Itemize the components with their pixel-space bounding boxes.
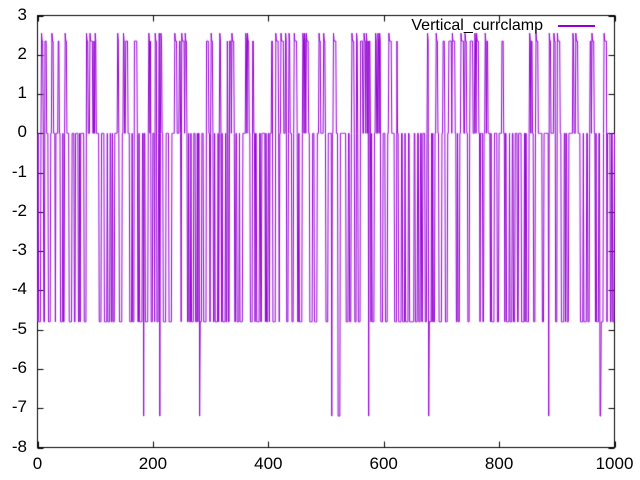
y-tick-label--4: -4 [11, 279, 27, 299]
x-tick-label-1000: 1000 [595, 454, 634, 473]
y-tick-label--5: -5 [11, 318, 27, 338]
x-tick-label-800: 800 [484, 454, 514, 473]
y-tick-label-2: 2 [17, 43, 27, 63]
y-tick-label-0: 0 [17, 122, 27, 142]
y-tick-label-3: 3 [17, 4, 27, 24]
y-tick-label--3: -3 [11, 240, 27, 260]
y-tick-label--6: -6 [11, 357, 27, 377]
x-tick-label-200: 200 [138, 454, 168, 473]
x-tick-label-400: 400 [254, 454, 283, 473]
y-tick-label-1: 1 [17, 83, 27, 103]
x-tick-label-0: 0 [32, 454, 43, 473]
y-tick-label--7: -7 [11, 397, 27, 417]
legend-series-label: Vertical_currclamp [411, 17, 543, 34]
y-tick-label--1: -1 [11, 161, 27, 181]
y-tick-label--8: -8 [11, 436, 27, 456]
y-tick-label--2: -2 [11, 200, 27, 220]
legend: Vertical_currclamp [411, 17, 595, 35]
legend-line-sample-icon [558, 25, 595, 27]
x-tick-label-600: 600 [369, 454, 398, 473]
